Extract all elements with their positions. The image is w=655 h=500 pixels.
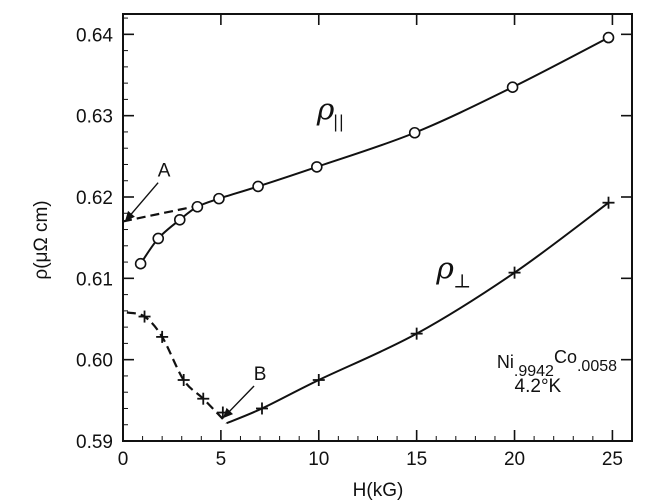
data-point-perpendicular	[177, 374, 190, 386]
annotation-label-B: B	[254, 364, 267, 385]
x-tick-label: 20	[504, 449, 525, 470]
series-label-parallel: ρ ||	[316, 93, 344, 133]
data-point-parallel	[408, 126, 421, 139]
data-point-parallel	[213, 192, 225, 205]
series-label-perpendicular: ρ ⊥	[435, 251, 471, 292]
data-point-perpendicular	[255, 402, 268, 415]
series-label-parallel-symbol: ρ	[316, 93, 335, 128]
y-tick-label: 0.64	[76, 25, 113, 46]
data-point-parallel	[506, 81, 519, 93]
data-point-perpendicular	[197, 392, 210, 405]
x-tick-label: 0	[118, 449, 129, 470]
sample-composition-label: Ni.9942Co.0058 4.2°K	[497, 347, 617, 397]
y-tick-label: 0.63	[76, 107, 113, 128]
data-point-parallel	[134, 257, 147, 270]
x-tick-label: 15	[406, 449, 427, 470]
data-point-perpendicular	[508, 266, 521, 279]
annotation-arrowhead-B	[222, 407, 234, 419]
data-point-perpendicular	[410, 327, 423, 340]
annotation-arrowhead-A	[124, 210, 135, 222]
y-tick-label: 0.62	[76, 188, 113, 209]
series-extrapolation-parallel	[122, 204, 202, 223]
series-label-parallel-subscript: ||	[333, 113, 344, 133]
series-line-perpendicular-low-field	[126, 311, 228, 424]
sample-composition: Ni.9942Co.0058	[497, 347, 617, 380]
x-tick-label: 5	[216, 449, 227, 470]
y-tick-label: 0.59	[76, 432, 113, 453]
series-label-perpendicular-symbol: ρ	[435, 251, 454, 286]
data-point-parallel	[602, 31, 615, 44]
annotation-arrow-A	[126, 182, 159, 220]
sample-element-1: Ni	[497, 352, 514, 372]
x-axis-ticks: 0 5 10 15 20 25	[118, 14, 623, 470]
x-tick-label: 25	[602, 449, 623, 470]
y-tick-label: 0.61	[76, 269, 113, 290]
series-line-parallel	[139, 36, 609, 265]
sample-element-2: Co	[554, 347, 577, 367]
data-point-perpendicular	[138, 310, 151, 323]
series-label-perpendicular-subscript: ⊥	[453, 270, 471, 292]
data-markers	[134, 31, 615, 419]
x-axis-title: H(kG)	[353, 480, 404, 500]
y-tick-label: 0.60	[76, 351, 113, 372]
data-point-perpendicular	[156, 330, 169, 343]
data-point-parallel	[152, 232, 165, 245]
sample-temperature: 4.2°K	[515, 376, 562, 397]
y-axis-ticks: 0.59 0.60 0.61 0.62 0.63 0.64	[76, 17, 632, 453]
annotations: AB	[124, 161, 267, 419]
x-tick-label: 10	[308, 449, 329, 470]
data-point-parallel	[252, 180, 264, 193]
data-point-perpendicular	[312, 374, 325, 386]
sample-fraction-2: .0058	[577, 358, 617, 375]
data-point-parallel	[191, 200, 204, 213]
y-axis-title: ρ(μΩ cm)	[31, 200, 52, 279]
data-point-perpendicular	[602, 196, 615, 209]
annotation-label-A: A	[158, 161, 171, 182]
sample-fraction-1: .9942	[514, 363, 554, 380]
data-point-parallel	[311, 161, 323, 173]
data-point-parallel	[173, 213, 186, 226]
